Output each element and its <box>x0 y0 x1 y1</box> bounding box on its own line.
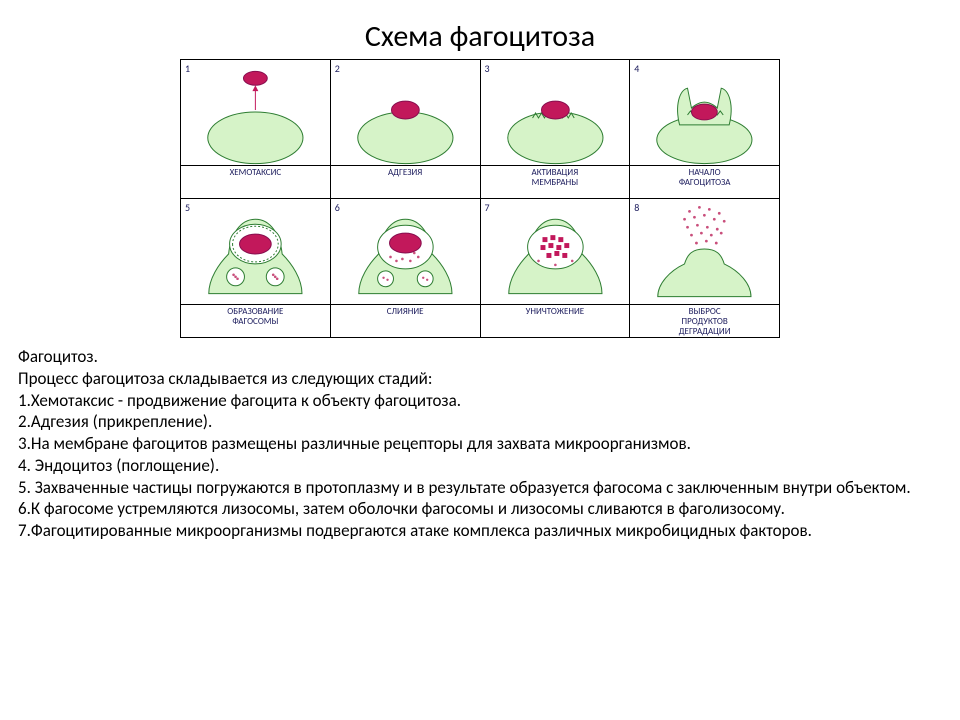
stage-7-panel: 7 <box>481 199 630 304</box>
stage-1-panel: 1 <box>181 60 330 165</box>
stage-3-svg <box>481 60 630 165</box>
stage-8-panel: 8 <box>630 199 779 304</box>
stage-1-label: ХЕМОТАКСИС <box>181 166 330 198</box>
stage-2-label: АДГЕЗИЯ <box>331 166 480 198</box>
phagocytosis-diagram: 1 2 3 4 <box>180 59 780 338</box>
stage-7-svg <box>481 199 630 304</box>
stage-2-panel: 2 <box>331 60 480 165</box>
stage-8-label: ВЫБРОСПРОДУКТОВДЕГРАДАЦИИ <box>630 305 779 337</box>
text-intro: Процесс фагоцитоза складывается из следу… <box>18 368 942 390</box>
stage-7-label: УНИЧТОЖЕНИЕ <box>481 305 630 337</box>
stage-7-number: 7 <box>485 201 490 214</box>
stage-8-number: 8 <box>634 201 639 214</box>
text-item-1: 1.Хемотаксис - продвижение фагоцита к об… <box>18 390 942 412</box>
stage-5-label: ОБРАЗОВАНИЕФАГОСОМЫ <box>181 305 330 337</box>
stage-4-number: 4 <box>634 62 639 75</box>
stage-3-label: АКТИВАЦИЯМЕМБРАНЫ <box>481 166 630 198</box>
stage-4-panel: 4 <box>630 60 779 165</box>
page-title: Схема фагоцитоза <box>0 0 960 59</box>
stage-2-number: 2 <box>335 62 340 75</box>
stage-6-panel: 6 <box>331 199 480 304</box>
stage-4-svg <box>630 60 779 165</box>
stage-5-svg <box>181 199 330 304</box>
stage-3-panel: 3 <box>481 60 630 165</box>
text-item-3: 3.На мембране фагоцитов размещены различ… <box>18 433 942 455</box>
stage-6-label: СЛИЯНИЕ <box>331 305 480 337</box>
description-text: Фагоцитоз. Процесс фагоцитоза складывает… <box>0 338 960 542</box>
stage-4-label: НАЧАЛОФАГОЦИТОЗА <box>630 166 779 198</box>
stage-1-svg <box>181 60 330 165</box>
stage-1-number: 1 <box>185 62 190 75</box>
text-item-6: 6.К фагосоме устремляются лизосомы, зате… <box>18 498 942 520</box>
stage-5-number: 5 <box>185 201 190 214</box>
stage-6-svg <box>331 199 480 304</box>
stage-6-number: 6 <box>335 201 340 214</box>
text-item-2: 2.Адгезия (прикрепление). <box>18 411 942 433</box>
stage-8-svg <box>630 199 779 304</box>
text-item-7: 7.Фагоцитированные микроорганизмы подвер… <box>18 520 942 542</box>
stage-5-panel: 5 <box>181 199 330 304</box>
text-item-4: 4. Эндоцитоз (поглощение). <box>18 455 942 477</box>
stage-3-number: 3 <box>485 62 490 75</box>
text-item-5: 5. Захваченные частицы погружаются в про… <box>18 477 942 499</box>
stage-2-svg <box>331 60 480 165</box>
text-heading: Фагоцитоз. <box>18 346 942 368</box>
